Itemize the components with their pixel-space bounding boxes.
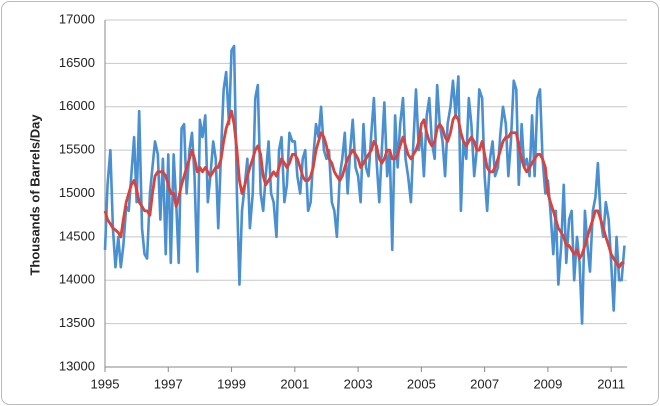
y-tick-label: 15500 xyxy=(59,142,95,157)
x-tick-label: 2003 xyxy=(344,376,373,391)
y-tick-label: 17000 xyxy=(59,11,95,26)
y-tick-label: 14000 xyxy=(59,272,95,287)
x-tick-label: 1995 xyxy=(91,376,120,391)
y-tick-label: 13000 xyxy=(59,358,95,373)
y-axis-title: Thousands of Barrels/Day xyxy=(27,114,42,276)
series-line xyxy=(103,44,626,325)
x-tick-label: 2001 xyxy=(280,376,309,391)
x-tick-label: 2007 xyxy=(470,376,499,391)
y-tick-label: 14500 xyxy=(59,228,95,243)
y-tick-label: 16500 xyxy=(59,55,95,70)
x-tick-label: 2009 xyxy=(533,376,562,391)
series-line xyxy=(103,109,625,269)
x-tick-label: 1999 xyxy=(217,376,246,391)
x-tick-label: 1997 xyxy=(154,376,183,391)
y-tick-label: 16000 xyxy=(59,98,95,113)
y-tick-label: 13500 xyxy=(59,315,95,330)
x-tick-label: 2005 xyxy=(407,376,436,391)
x-tick-label: 2011 xyxy=(597,376,625,391)
y-tick-label: 15000 xyxy=(59,185,95,200)
